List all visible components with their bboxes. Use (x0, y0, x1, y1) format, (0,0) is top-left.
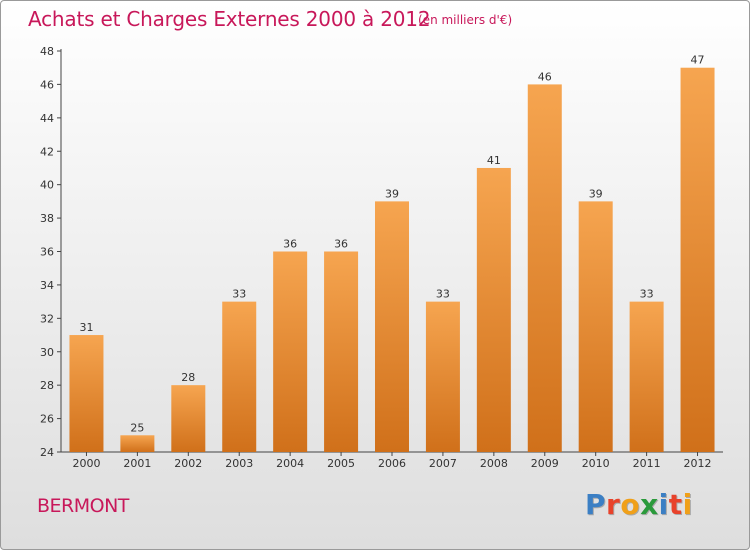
x-tick-label: 2008 (480, 457, 508, 470)
proxiti-logo: Proxiti (585, 488, 693, 521)
y-tick-label: 28 (40, 379, 54, 392)
logo-letter: r (606, 488, 621, 521)
logo-letter: o (620, 488, 641, 521)
y-tick-label: 44 (40, 112, 54, 125)
bar-2008 (476, 167, 511, 453)
bar-2003 (222, 301, 257, 452)
bar-2011 (629, 301, 664, 452)
y-tick-label: 42 (40, 145, 54, 158)
x-tick-label: 2010 (582, 457, 610, 470)
bar-2002 (171, 385, 206, 452)
bar-value-label: 33 (640, 288, 654, 301)
x-tick-label: 2004 (276, 457, 304, 470)
bar-2000 (69, 335, 104, 452)
place-name: BERMONT (37, 495, 129, 517)
y-tick-label: 26 (40, 413, 54, 426)
bar-value-label: 33 (232, 288, 246, 301)
chart-title: Achats et Charges Externes 2000 à 2012 (28, 7, 431, 31)
y-tick-label: 32 (40, 312, 54, 325)
bar-2006 (375, 201, 409, 452)
bar-value-label: 36 (334, 238, 348, 251)
bar-value-label: 33 (436, 288, 450, 301)
bar-value-label: 47 (691, 54, 705, 67)
logo-letter: i (682, 488, 693, 521)
bar-2010 (578, 201, 613, 452)
bar-2009 (527, 84, 562, 453)
y-tick-label: 24 (40, 446, 54, 459)
y-tick-label: 48 (40, 45, 54, 58)
bar-value-label: 46 (538, 70, 552, 83)
bar-2004 (273, 251, 308, 452)
x-tick-label: 2011 (633, 457, 661, 470)
chart-unit: (en milliers d'€) (418, 13, 513, 27)
x-tick-label: 2000 (72, 457, 100, 470)
logo-letter: t (668, 488, 683, 521)
y-tick-label: 36 (40, 246, 54, 259)
y-tick-label: 40 (40, 179, 54, 192)
logo-letter: x (640, 488, 659, 521)
bar-2005 (324, 251, 359, 452)
bar-value-label: 28 (181, 371, 195, 384)
x-tick-label: 2012 (684, 457, 712, 470)
bar-value-label: 39 (385, 187, 399, 200)
x-tick-label: 2006 (378, 457, 406, 470)
bar-2001 (120, 435, 155, 452)
y-tick-label: 34 (40, 279, 54, 292)
y-tick-label: 30 (40, 346, 54, 359)
logo-letter: P (585, 488, 607, 521)
bar-value-label: 39 (589, 187, 603, 200)
y-tick-label: 46 (40, 78, 54, 91)
x-tick-label: 2009 (531, 457, 559, 470)
x-tick-label: 2003 (225, 457, 253, 470)
bar-value-label: 31 (79, 321, 93, 334)
x-tick-label: 2001 (123, 457, 151, 470)
x-tick-label: 2005 (327, 457, 355, 470)
bar-value-label: 41 (487, 154, 501, 167)
x-tick-label: 2007 (429, 457, 457, 470)
x-tick-label: 2002 (174, 457, 202, 470)
bar-2007 (425, 301, 460, 452)
logo-letter: i (658, 488, 669, 521)
bar-value-label: 36 (283, 238, 297, 251)
bar-value-label: 25 (130, 421, 144, 434)
y-tick-label: 38 (40, 212, 54, 225)
bar-2012 (680, 67, 715, 452)
